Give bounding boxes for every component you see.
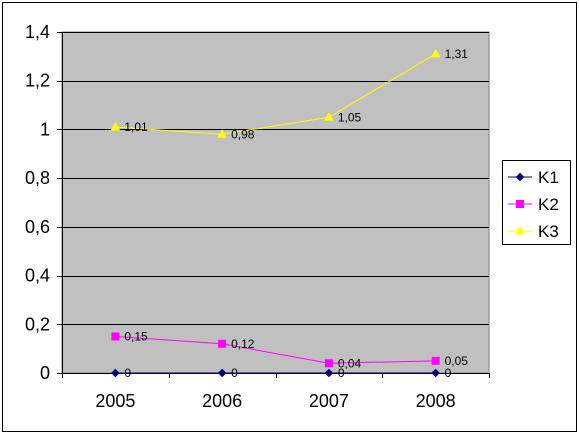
series-k1 <box>111 368 440 378</box>
plot-area <box>61 31 490 374</box>
data-point <box>431 368 440 378</box>
legend-item-k1: K1 <box>508 168 559 187</box>
data-point <box>324 112 334 121</box>
data-labels: 0 0 0 0 0,15 0,12 0,04 0,05 1,01 0,98 1,05 1,31 <box>124 47 468 380</box>
legend-marker <box>515 225 525 235</box>
data-label: 1,01 <box>124 120 148 134</box>
y-tick-label: 0,8 <box>25 168 50 188</box>
y-tick-label: 1,2 <box>25 71 50 91</box>
legend-label: K1 <box>538 168 559 187</box>
data-label: 0,98 <box>231 127 255 141</box>
y-tick-label: 1,4 <box>25 22 50 42</box>
x-tick-label: 2007 <box>309 391 349 411</box>
x-tick-label: 2005 <box>95 391 135 411</box>
y-tick-label: 0,4 <box>25 266 50 286</box>
legend-label: K2 <box>538 195 559 214</box>
data-label: 0,05 <box>445 354 469 368</box>
series-group <box>110 48 441 378</box>
data-label: 1,31 <box>445 47 469 61</box>
data-point <box>111 368 120 378</box>
legend-item-k2: K2 <box>508 195 559 214</box>
legend-item-k3: K3 <box>508 222 559 241</box>
data-label: 0,15 <box>124 329 148 343</box>
data-label: 0 <box>124 366 131 380</box>
series-line <box>115 335 436 364</box>
data-point <box>217 129 227 138</box>
x-tick-label: 2008 <box>416 391 456 411</box>
y-tick-label: 1 <box>40 119 50 139</box>
series-line <box>115 53 436 135</box>
data-label: 0 <box>445 366 452 380</box>
y-tick-label: 0 <box>40 363 50 383</box>
data-point <box>217 368 227 378</box>
series-k3 <box>110 48 441 138</box>
data-label: 0,04 <box>338 356 362 370</box>
data-label: 0 <box>338 366 345 380</box>
legend-marker <box>515 172 525 182</box>
gridlines <box>62 32 489 325</box>
legend: K1 K2 K3 <box>502 160 571 245</box>
data-point <box>110 121 121 131</box>
data-point <box>111 332 120 341</box>
data-label: 1,05 <box>338 110 362 124</box>
series-k2 <box>111 332 440 368</box>
legend-marker <box>516 200 524 208</box>
data-label: 0 <box>231 366 238 380</box>
legend-label: K3 <box>538 222 559 241</box>
legend-box <box>502 160 571 245</box>
y-tick-label: 0,2 <box>25 314 50 334</box>
data-point <box>324 359 333 368</box>
axes: 0 0,2 0,4 0,6 0,8 1 1,2 1,4 2005 2006 2007 2008 <box>25 22 490 411</box>
data-point <box>324 368 334 378</box>
data-label: 0,12 <box>231 337 255 351</box>
data-point <box>431 356 440 365</box>
data-point <box>218 339 227 348</box>
data-point <box>430 48 441 58</box>
x-tick-label: 2006 <box>202 391 242 411</box>
y-tick-label: 0,6 <box>25 217 50 237</box>
